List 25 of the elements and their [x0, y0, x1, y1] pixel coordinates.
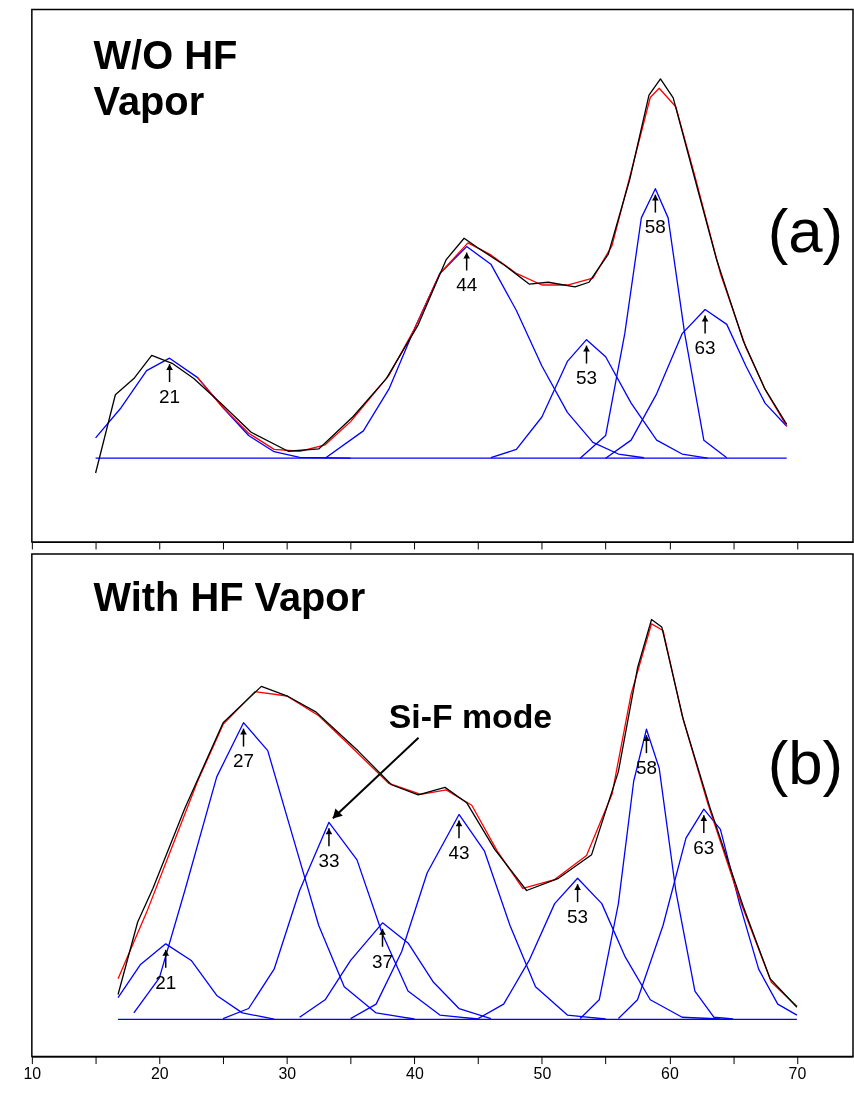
annotation: 58 — [644, 216, 666, 238]
annotation: 21 — [159, 385, 181, 407]
annotation: 43 — [448, 842, 470, 864]
annotation: 37 — [371, 950, 394, 972]
x-tick-label: 50 — [533, 1065, 552, 1082]
annotation: 53 — [567, 906, 589, 928]
annotation: 44 — [456, 274, 478, 296]
annotation: Si-F mode — [388, 696, 553, 735]
x-tick-label: 20 — [151, 1065, 169, 1082]
chart-title: With HF Vapor — [93, 574, 366, 619]
annotation: 58 — [635, 757, 657, 779]
annotation: (a) — [767, 196, 844, 266]
annotation: 27 — [233, 750, 255, 772]
x-tick-label: 60 — [661, 1065, 679, 1082]
annotation: 63 — [694, 337, 716, 359]
x-tick-label: 70 — [788, 1065, 807, 1082]
x-tick-label: 30 — [278, 1065, 297, 1082]
chart-title: W/O HF Vapor — [93, 33, 238, 124]
annotation: 21 — [155, 971, 177, 993]
x-tick-label: 10 — [23, 1065, 42, 1082]
annotation: 53 — [576, 367, 598, 389]
annotation: 63 — [693, 837, 715, 858]
annotation: 33 — [318, 850, 340, 872]
annotation: (b) — [767, 727, 844, 797]
x-tick-label: 40 — [406, 1065, 424, 1082]
